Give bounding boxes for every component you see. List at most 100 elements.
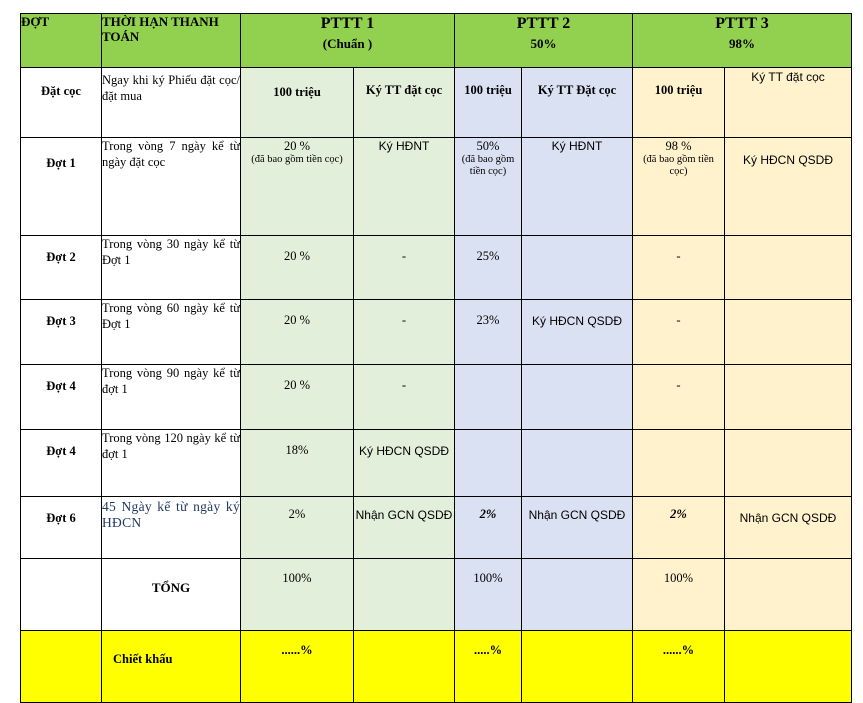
row-term: Ngay khi ký Phiếu đặt cọc/đặt mua <box>101 67 241 138</box>
plan-1-percent: 20 % <box>240 364 354 430</box>
header-plan-2: PTTT 2 50% <box>454 13 633 68</box>
plan-1-sign: - <box>353 364 455 430</box>
plan-3-percent <box>632 429 725 497</box>
row-term: Trong vòng 30 ngày kể từ Đợt 1 <box>101 235 241 300</box>
plan-1-percent: 2% <box>240 496 354 559</box>
row-label: Đợt 3 <box>20 299 102 365</box>
row-label: Đợt 4 <box>20 364 102 430</box>
plan-1-percent-note: (đã bao gồm tiền cọc) <box>251 154 343 165</box>
discount-label: Chiết khấu <box>101 630 241 703</box>
plan-3-percent: 2% <box>632 496 725 559</box>
plan-1-subtitle: (Chuẩn ) <box>322 36 373 51</box>
deposit-row: Đặt cọc Ngay khi ký Phiếu đặt cọc/đặt mu… <box>20 67 852 138</box>
plan-3-percent: 98 % (đã bao gồm tiền cọc) <box>632 137 725 236</box>
plan-3-percent: - <box>632 235 725 300</box>
plan-2-percent: 23% <box>454 299 522 365</box>
plan-1-sign: Ký HĐCN QSDĐ <box>353 429 455 497</box>
row-label: Đặt cọc <box>20 67 102 138</box>
plan-3-sign: Ký TT đặt cọc <box>724 67 852 138</box>
plan-1-discount-empty <box>353 630 455 703</box>
plan-2-sign: Nhận GCN QSDĐ <box>521 496 633 559</box>
row-term: 45 Ngày kể từ ngày ký HĐCN <box>101 496 241 559</box>
plan-3-sign <box>724 429 852 497</box>
plan-2-percent <box>454 364 522 430</box>
row-label: Đợt 2 <box>20 235 102 300</box>
plan-3-total: 100% <box>632 558 725 631</box>
header-row: ĐỢT THỜI HẠN THANH TOÁN PTTT 1 (Chuẩn ) … <box>20 13 852 68</box>
plan-3-percent-value: 98 % <box>665 139 692 153</box>
plan-2-subtitle: 50% <box>530 36 557 51</box>
row-term: Trong vòng 60 ngày kể từ Đợt 1 <box>101 299 241 365</box>
plan-2-sign: Ký TT Đặt cọc <box>521 67 633 138</box>
plan-3-percent: - <box>632 299 725 365</box>
plan-3-percent: - <box>632 364 725 430</box>
plan-3-subtitle: 98% <box>729 36 755 51</box>
plan-1-sign: Ký HĐNT <box>353 137 455 236</box>
plan-1-sign: - <box>353 235 455 300</box>
plan-3-total-empty <box>724 558 852 631</box>
plan-2-sign <box>521 429 633 497</box>
installment-row: Đợt 6 45 Ngày kể từ ngày ký HĐCN 2% Nhận… <box>20 496 852 559</box>
plan-3-amount: 100 triệu <box>632 67 725 138</box>
plan-2-total-empty <box>521 558 633 631</box>
installment-row: Đợt 4 Trong vòng 120 ngày kể từ đợt 1 18… <box>20 429 852 497</box>
plan-1-discount: ......% <box>240 630 354 703</box>
plan-1-total-empty <box>353 558 455 631</box>
header-dot: ĐỢT <box>20 13 102 68</box>
total-empty-cell <box>20 558 102 631</box>
row-term: Trong vòng 120 ngày kể từ đợt 1 <box>101 429 241 497</box>
payment-schedule-table: ĐỢT THỜI HẠN THANH TOÁN PTTT 1 (Chuẩn ) … <box>20 13 852 703</box>
plan-3-title: PTTT 3 <box>715 15 769 32</box>
plan-1-percent: 20 % (đã bao gồm tiền cọc) <box>240 137 354 236</box>
plan-1-percent: 20 % <box>240 235 354 300</box>
plan-2-percent: 50% (đã bao gồm tiền cọc) <box>454 137 522 236</box>
plan-2-percent-note: (đã bao gồm tiền cọc) <box>461 154 515 177</box>
header-payment-term: THỜI HẠN THANH TOÁN <box>101 13 241 68</box>
row-term: Trong vòng 90 ngày kể từ đợt 1 <box>101 364 241 430</box>
header-plan-3: PTTT 3 98% <box>632 13 852 68</box>
plan-1-total: 100% <box>240 558 354 631</box>
plan-1-sign: - <box>353 299 455 365</box>
plan-1-title: PTTT 1 <box>320 15 375 32</box>
row-label: Đợt 6 <box>20 496 102 559</box>
plan-1-percent: 18% <box>240 429 354 497</box>
plan-3-sign: Nhận GCN QSDĐ <box>724 496 852 559</box>
plan-2-percent: 25% <box>454 235 522 300</box>
plan-1-amount: 100 triệu <box>240 67 354 138</box>
plan-1-percent: 20 % <box>240 299 354 365</box>
discount-empty-cell <box>20 630 102 703</box>
plan-2-title: PTTT 2 <box>516 15 571 32</box>
total-row: TỔNG 100% 100% 100% <box>20 558 852 631</box>
plan-3-sign <box>724 364 852 430</box>
plan-3-sign: Ký HĐCN QSDĐ <box>724 137 852 236</box>
plan-3-discount-empty <box>724 630 852 703</box>
row-label: Đợt 4 <box>20 429 102 497</box>
plan-2-sign <box>521 364 633 430</box>
plan-2-percent-value: 50% <box>476 139 500 153</box>
plan-1-sign: Ký TT đặt cọc <box>353 67 455 138</box>
plan-2-total: 100% <box>454 558 522 631</box>
installment-row: Đợt 1 Trong vòng 7 ngày kể từ ngày đặt c… <box>20 137 852 236</box>
row-label: Đợt 1 <box>20 137 102 236</box>
row-term: Trong vòng 7 ngày kể từ ngày đặt cọc <box>101 137 241 236</box>
plan-3-sign <box>724 235 852 300</box>
total-label: TỔNG <box>101 558 241 631</box>
plan-2-discount-empty <box>521 630 633 703</box>
plan-2-sign <box>521 235 633 300</box>
plan-2-percent: 2% <box>454 496 522 559</box>
plan-2-sign: Ký HĐNT <box>521 137 633 236</box>
installment-row: Đợt 2 Trong vòng 30 ngày kể từ Đợt 1 20 … <box>20 235 852 300</box>
plan-2-sign: Ký HĐCN QSDĐ <box>521 299 633 365</box>
plan-2-discount: .....% <box>454 630 522 703</box>
plan-3-percent-note: (đã bao gồm tiền cọc) <box>643 154 714 177</box>
header-plan-1: PTTT 1 (Chuẩn ) <box>240 13 455 68</box>
discount-row: Chiết khấu ......% .....% ......% <box>20 630 852 703</box>
installment-row: Đợt 3 Trong vòng 60 ngày kể từ Đợt 1 20 … <box>20 299 852 365</box>
plan-1-sign: Nhận GCN QSDĐ <box>353 496 455 559</box>
plan-3-discount: ......% <box>632 630 725 703</box>
plan-2-amount: 100 triệu <box>454 67 522 138</box>
plan-2-percent <box>454 429 522 497</box>
plan-3-sign <box>724 299 852 365</box>
installment-row: Đợt 4 Trong vòng 90 ngày kể từ đợt 1 20 … <box>20 364 852 430</box>
plan-1-percent-value: 20 % <box>283 139 311 153</box>
